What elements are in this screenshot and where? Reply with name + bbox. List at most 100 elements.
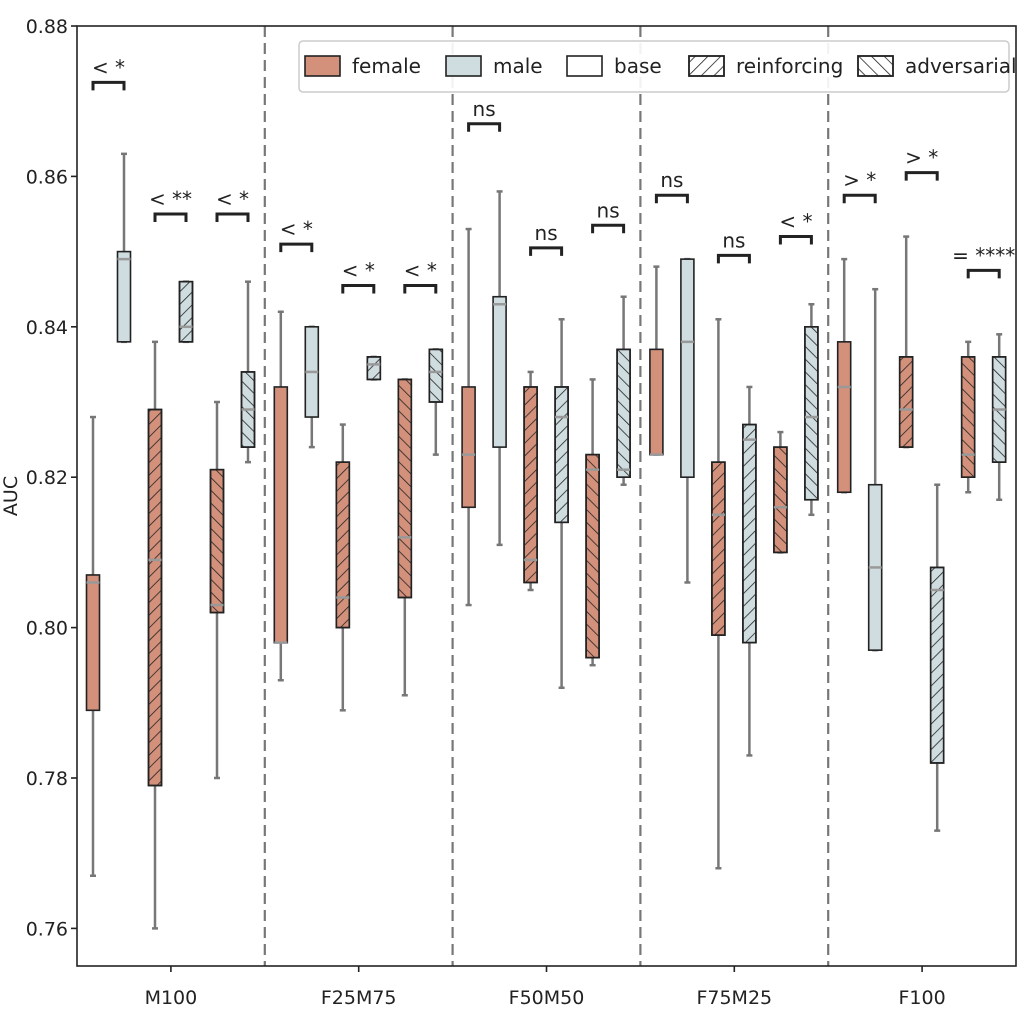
legend-label: reinforcing <box>736 54 843 78</box>
x-tick-label: F25M75 <box>321 987 397 1009</box>
box-body <box>836 341 852 494</box>
significance-bracket: = **** <box>952 243 1015 279</box>
box-f100-male-reinforcing <box>929 483 945 832</box>
box-f100-female-adversarial <box>960 340 976 494</box>
box-f100-female-reinforcing <box>898 235 914 449</box>
significance-label: < * <box>404 258 437 282</box>
box-m100-male-reinforcing <box>178 280 194 344</box>
box-f100-female-base <box>836 257 852 494</box>
box-f50m50-male-adversarial <box>616 295 631 486</box>
box-body <box>649 348 664 456</box>
box-f75m25-male-reinforcing <box>742 385 757 757</box>
box-f50m50-male-base <box>492 190 507 547</box>
box-f25m75-male-base <box>304 325 320 449</box>
significance-label: < * <box>92 55 125 79</box>
legend-item-male: male <box>445 54 543 78</box>
box-hatch <box>397 378 413 599</box>
box-f50m50-female-adversarial <box>585 378 600 667</box>
box-body <box>273 386 289 644</box>
legend-swatch <box>304 55 341 77</box>
box-body <box>461 386 476 509</box>
box-hatch <box>898 356 914 448</box>
box-m100-female-reinforcing <box>147 340 163 930</box>
significance-label: < * <box>342 258 375 282</box>
box-f75m25-female-base <box>649 265 664 456</box>
y-tick-label: 0.84 <box>26 317 68 339</box>
significance-label: ns <box>535 221 558 245</box>
significance-bracket: > * <box>904 146 939 181</box>
box-f75m25-female-adversarial <box>773 430 788 554</box>
bracket-line <box>279 242 314 253</box>
significance-label: = **** <box>952 243 1015 267</box>
significance-label: < * <box>280 217 313 241</box>
significance-bracket: < * <box>215 187 250 222</box>
bracket-line <box>966 268 1001 279</box>
significance-bracket: < ** <box>149 187 192 222</box>
significance-label: ns <box>597 198 620 222</box>
box-body <box>492 295 507 448</box>
bracket-line <box>904 171 939 181</box>
box-f25m75-female-reinforcing <box>335 423 351 712</box>
box-hatch <box>929 566 945 764</box>
legend-label: adversarial <box>905 54 1017 78</box>
legend-frame <box>298 40 1010 93</box>
box-f25m75-female-adversarial <box>397 378 413 697</box>
box-hatch <box>711 461 726 636</box>
significance-bracket: ns <box>591 198 626 234</box>
bracket-line <box>341 283 376 294</box>
box-f25m75-female-base <box>273 310 289 682</box>
box-hatch <box>178 280 194 343</box>
legend-label: base <box>614 54 662 78</box>
box-f50m50-female-reinforcing <box>523 370 538 592</box>
box-body <box>680 258 695 478</box>
bracket-line <box>153 212 188 222</box>
box-hatch <box>366 356 382 381</box>
y-axis-label: AUC <box>0 476 22 516</box>
y-tick-label: 0.78 <box>26 768 68 790</box>
bracket-line <box>91 80 126 91</box>
y-tick-label: 0.88 <box>26 16 68 38</box>
box-hatch <box>335 461 351 629</box>
significance-bracket: ns <box>654 168 689 204</box>
box-hatch <box>773 446 788 554</box>
box-hatch <box>960 356 976 479</box>
x-tick-label: F75M25 <box>696 987 772 1009</box>
significance-bracket: < * <box>341 258 376 294</box>
legend-swatch <box>445 55 482 77</box>
bracket-line <box>842 193 877 204</box>
significance-bracket: ns <box>467 97 502 132</box>
y-tick-label: 0.80 <box>26 618 68 640</box>
significance-bracket: < * <box>778 210 813 245</box>
x-tick-label: F50M50 <box>509 987 585 1009</box>
bracket-line <box>716 253 751 264</box>
bracket-line <box>529 246 564 256</box>
box-hatch <box>554 386 569 524</box>
y-tick-label: 0.76 <box>26 918 68 940</box>
significance-bracket: < * <box>279 217 314 253</box>
box-f100-male-adversarial <box>991 333 1007 502</box>
legend: female male base reinforcing adversarial <box>298 40 1017 93</box>
legend-hatch <box>688 55 725 77</box>
significance-label: < * <box>779 210 812 234</box>
x-tick-label: F100 <box>898 987 945 1009</box>
box-hatch <box>428 348 444 403</box>
box-hatch <box>523 386 538 584</box>
box-f75m25-female-reinforcing <box>711 318 726 870</box>
significance-bracket: < * <box>91 55 126 91</box>
legend-label: male <box>493 54 543 78</box>
box-f50m50-female-base <box>461 227 476 607</box>
legend-swatch <box>566 55 603 77</box>
box-hatch <box>147 408 163 787</box>
significance-label: ns <box>660 168 683 192</box>
box-m100-female-base <box>85 415 101 878</box>
legend-item-reinforcing: reinforcing <box>688 54 843 78</box>
box-hatch <box>585 453 600 659</box>
box-f100-male-base <box>867 287 883 652</box>
box-m100-female-adversarial <box>209 400 225 780</box>
box-hatch <box>616 348 631 478</box>
significance-bracket: ns <box>716 228 751 264</box>
bracket-line <box>591 223 626 234</box>
box-body <box>85 574 101 712</box>
significance-bracket: > * <box>842 168 877 204</box>
significance-label: < ** <box>149 187 192 211</box>
